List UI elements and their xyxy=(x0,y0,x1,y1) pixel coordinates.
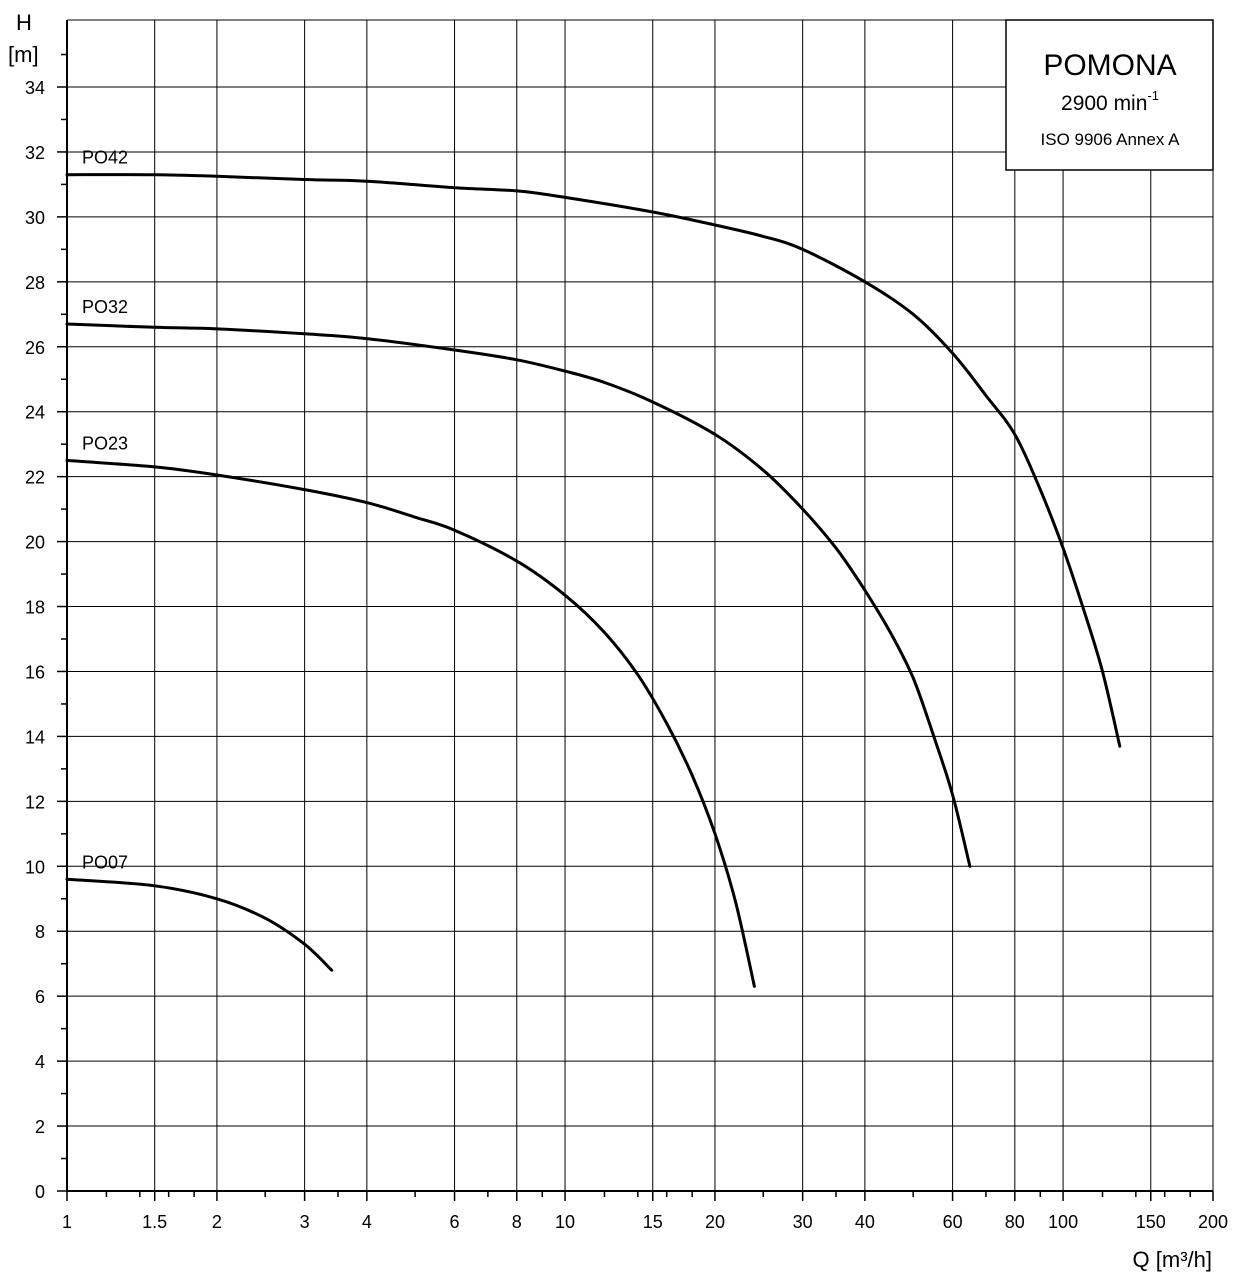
legend-title: POMONA xyxy=(1043,49,1176,82)
y-tick-label: 4 xyxy=(35,1052,45,1072)
x-tick-label: 10 xyxy=(555,1212,575,1232)
legend-speed: 2900 min-1 xyxy=(1061,88,1159,115)
x-tick-label: 1 xyxy=(62,1212,72,1232)
x-tick-label: 200 xyxy=(1198,1212,1228,1232)
x-tick-label: 40 xyxy=(855,1212,875,1232)
series-curves xyxy=(65,173,1122,988)
x-tick-label: 30 xyxy=(793,1212,813,1232)
legend-frame xyxy=(1005,19,1214,171)
y-axis-title-unit: [m] xyxy=(8,42,39,67)
grid xyxy=(66,19,1214,1192)
y-tick-label: 12 xyxy=(25,792,45,812)
curve-po07 xyxy=(65,877,334,972)
series-label-po23: PO23 xyxy=(82,433,128,453)
series-label-po07: PO07 xyxy=(82,852,128,872)
y-tick-label: 0 xyxy=(35,1182,45,1202)
x-tick-label: 100 xyxy=(1048,1212,1078,1232)
x-tick-label: 80 xyxy=(1005,1212,1025,1232)
curve-po42 xyxy=(65,173,1122,748)
axes xyxy=(66,20,1213,1192)
x-tick-label: 1.5 xyxy=(142,1212,167,1232)
y-tick-label: 28 xyxy=(25,273,45,293)
legend-speed-exponent: -1 xyxy=(1147,88,1159,103)
y-tick-label: 22 xyxy=(25,468,45,488)
minor-ticks xyxy=(57,53,1214,1201)
x-tick-label: 4 xyxy=(362,1212,372,1232)
x-tick-labels: 1 1.5 2 3 4 6 8 10 15 20 30 40 60 80 100 150 200 xyxy=(62,1212,1228,1232)
x-tick-label: 15 xyxy=(643,1212,663,1232)
y-tick-label: 20 xyxy=(25,533,45,553)
x-axis-title: Q [m³/h] xyxy=(1133,1247,1212,1272)
y-tick-label: 10 xyxy=(25,857,45,877)
series-label-po42: PO42 xyxy=(82,148,128,168)
y-tick-label: 2 xyxy=(35,1117,45,1137)
x-tick-label: 6 xyxy=(450,1212,460,1232)
series-labels: PO42 PO32 PO23 PO07 xyxy=(82,148,128,873)
y-tick-label: 30 xyxy=(25,208,45,228)
y-tick-label: 14 xyxy=(25,727,45,747)
y-tick-label: 24 xyxy=(25,403,45,423)
legend-box: POMONA 2900 min-1 ISO 9906 Annex A xyxy=(1005,19,1214,171)
y-tick-label: 34 xyxy=(25,78,45,98)
x-tick-label: 150 xyxy=(1136,1212,1166,1232)
x-tick-label: 60 xyxy=(943,1212,963,1232)
series-label-po32: PO32 xyxy=(82,297,128,317)
x-tick-label: 2 xyxy=(212,1212,222,1232)
y-tick-label: 32 xyxy=(25,143,45,163)
y-tick-label: 26 xyxy=(25,338,45,358)
curve-po32 xyxy=(65,322,972,868)
legend-standard: ISO 9906 Annex A xyxy=(1041,130,1181,149)
x-tick-label: 3 xyxy=(300,1212,310,1232)
y-tick-label: 8 xyxy=(35,922,45,942)
x-tick-label: 20 xyxy=(705,1212,725,1232)
legend-speed-text: 2900 min xyxy=(1061,92,1147,115)
y-tick-label: 16 xyxy=(25,662,45,682)
x-tick-label: 8 xyxy=(512,1212,522,1232)
y-axis-title-symbol: H xyxy=(16,10,32,35)
y-tick-label: 6 xyxy=(35,987,45,1007)
y-tick-label: 18 xyxy=(25,598,45,618)
curve-po23 xyxy=(65,458,756,988)
